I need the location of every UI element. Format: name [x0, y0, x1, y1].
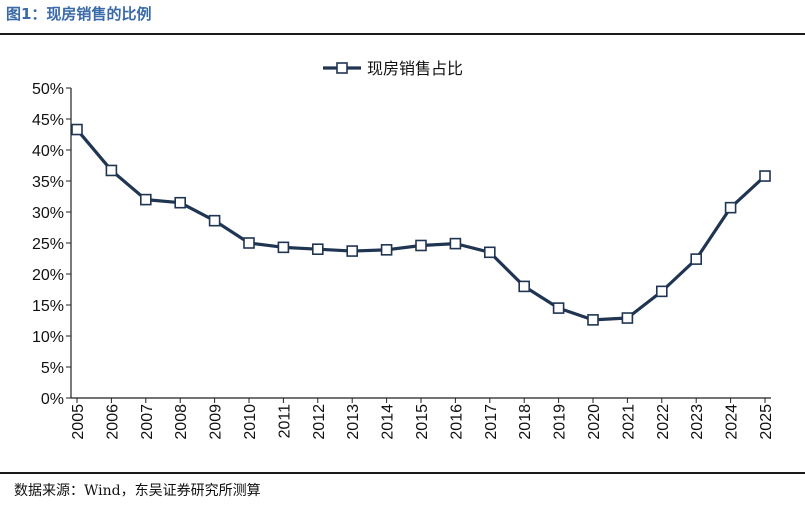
x-tick-labels: 2005 2006 2007 2008 2009 2010 2011 2012 2013 2014…	[70, 404, 775, 440]
y-tick-label: 35%	[32, 174, 64, 191]
y-tick-label: 15%	[32, 298, 64, 315]
x-tick-label: 2012	[311, 404, 328, 440]
legend-marker-swatch	[336, 62, 348, 74]
data-point-marker	[449, 237, 462, 250]
x-tick-label: 2010	[242, 404, 259, 440]
figure-title: 图1：现房销售的比例	[6, 5, 152, 23]
data-point-marker	[724, 201, 737, 214]
y-tick-label: 5%	[41, 360, 64, 377]
data-point-marker	[208, 214, 221, 227]
x-tick-label: 2015	[414, 404, 431, 440]
x-tick-label: 2022	[655, 404, 672, 440]
x-tick-label: 2009	[208, 404, 225, 440]
legend-label: 现房销售占比	[367, 59, 463, 78]
x-tick-label: 2008	[173, 404, 190, 440]
data-point-marker	[140, 193, 152, 206]
data-point-marker	[621, 312, 634, 324]
x-tick-label: 2018	[517, 404, 534, 440]
data-point-marker	[105, 164, 118, 177]
x-tick-label: 2016	[448, 404, 465, 440]
data-point-marker	[518, 280, 531, 293]
x-tick-label: 2017	[483, 404, 500, 440]
y-tick-label: 45%	[32, 112, 64, 129]
y-tick-label: 50%	[32, 81, 64, 98]
y-tick-labels: 0% 5% 10% 15% 20% 25% 30% 35% 40% 45% 50%	[32, 81, 64, 408]
x-tick-label: 2006	[104, 404, 121, 440]
x-tick-label: 2007	[139, 404, 156, 440]
x-tick-label: 2014	[380, 404, 397, 440]
x-tick-label: 2019	[552, 404, 569, 440]
x-tick-label: 2025	[758, 404, 775, 440]
x-tick-label: 2013	[345, 404, 362, 440]
y-tick-label: 40%	[32, 143, 64, 160]
chart-axes	[66, 87, 771, 403]
data-point-marker	[174, 196, 186, 209]
bottom-rule	[0, 472, 805, 474]
data-point-marker	[71, 123, 83, 136]
legend: 现房销售占比	[323, 59, 463, 78]
y-tick-label: 0%	[41, 391, 64, 408]
data-point-marker	[690, 253, 703, 265]
data-point-marker	[346, 245, 359, 257]
data-point-marker	[655, 285, 668, 298]
x-tick-label: 2005	[70, 404, 87, 440]
y-tick-label: 25%	[32, 236, 64, 253]
x-tick-label: 2021	[620, 404, 637, 440]
source-note: 数据来源：Wind，东吴证券研究所测算	[14, 483, 261, 499]
data-point-marker	[587, 314, 599, 326]
data-point-marker	[552, 302, 565, 314]
top-rule	[0, 33, 805, 35]
y-tick-label: 30%	[32, 205, 64, 222]
data-point-marker	[311, 243, 324, 255]
data-point-marker	[243, 237, 255, 249]
data-point-marker	[483, 246, 496, 259]
data-point-marker	[277, 241, 290, 254]
data-point-marker	[380, 244, 393, 256]
line-chart: 现房销售占比 0% 5% 10% 15% 20% 25% 30% 35% 40% 45% 50% 2…	[32, 59, 775, 440]
series-line-group	[71, 123, 771, 326]
x-tick-label: 2020	[586, 404, 603, 440]
data-point-marker	[759, 170, 771, 182]
y-tick-label: 10%	[32, 329, 64, 346]
x-tick-label: 2023	[689, 404, 706, 440]
data-point-marker	[415, 239, 427, 252]
y-tick-label: 20%	[32, 267, 64, 284]
x-tick-label: 2011	[276, 404, 293, 439]
x-tick-label: 2024	[724, 404, 741, 440]
